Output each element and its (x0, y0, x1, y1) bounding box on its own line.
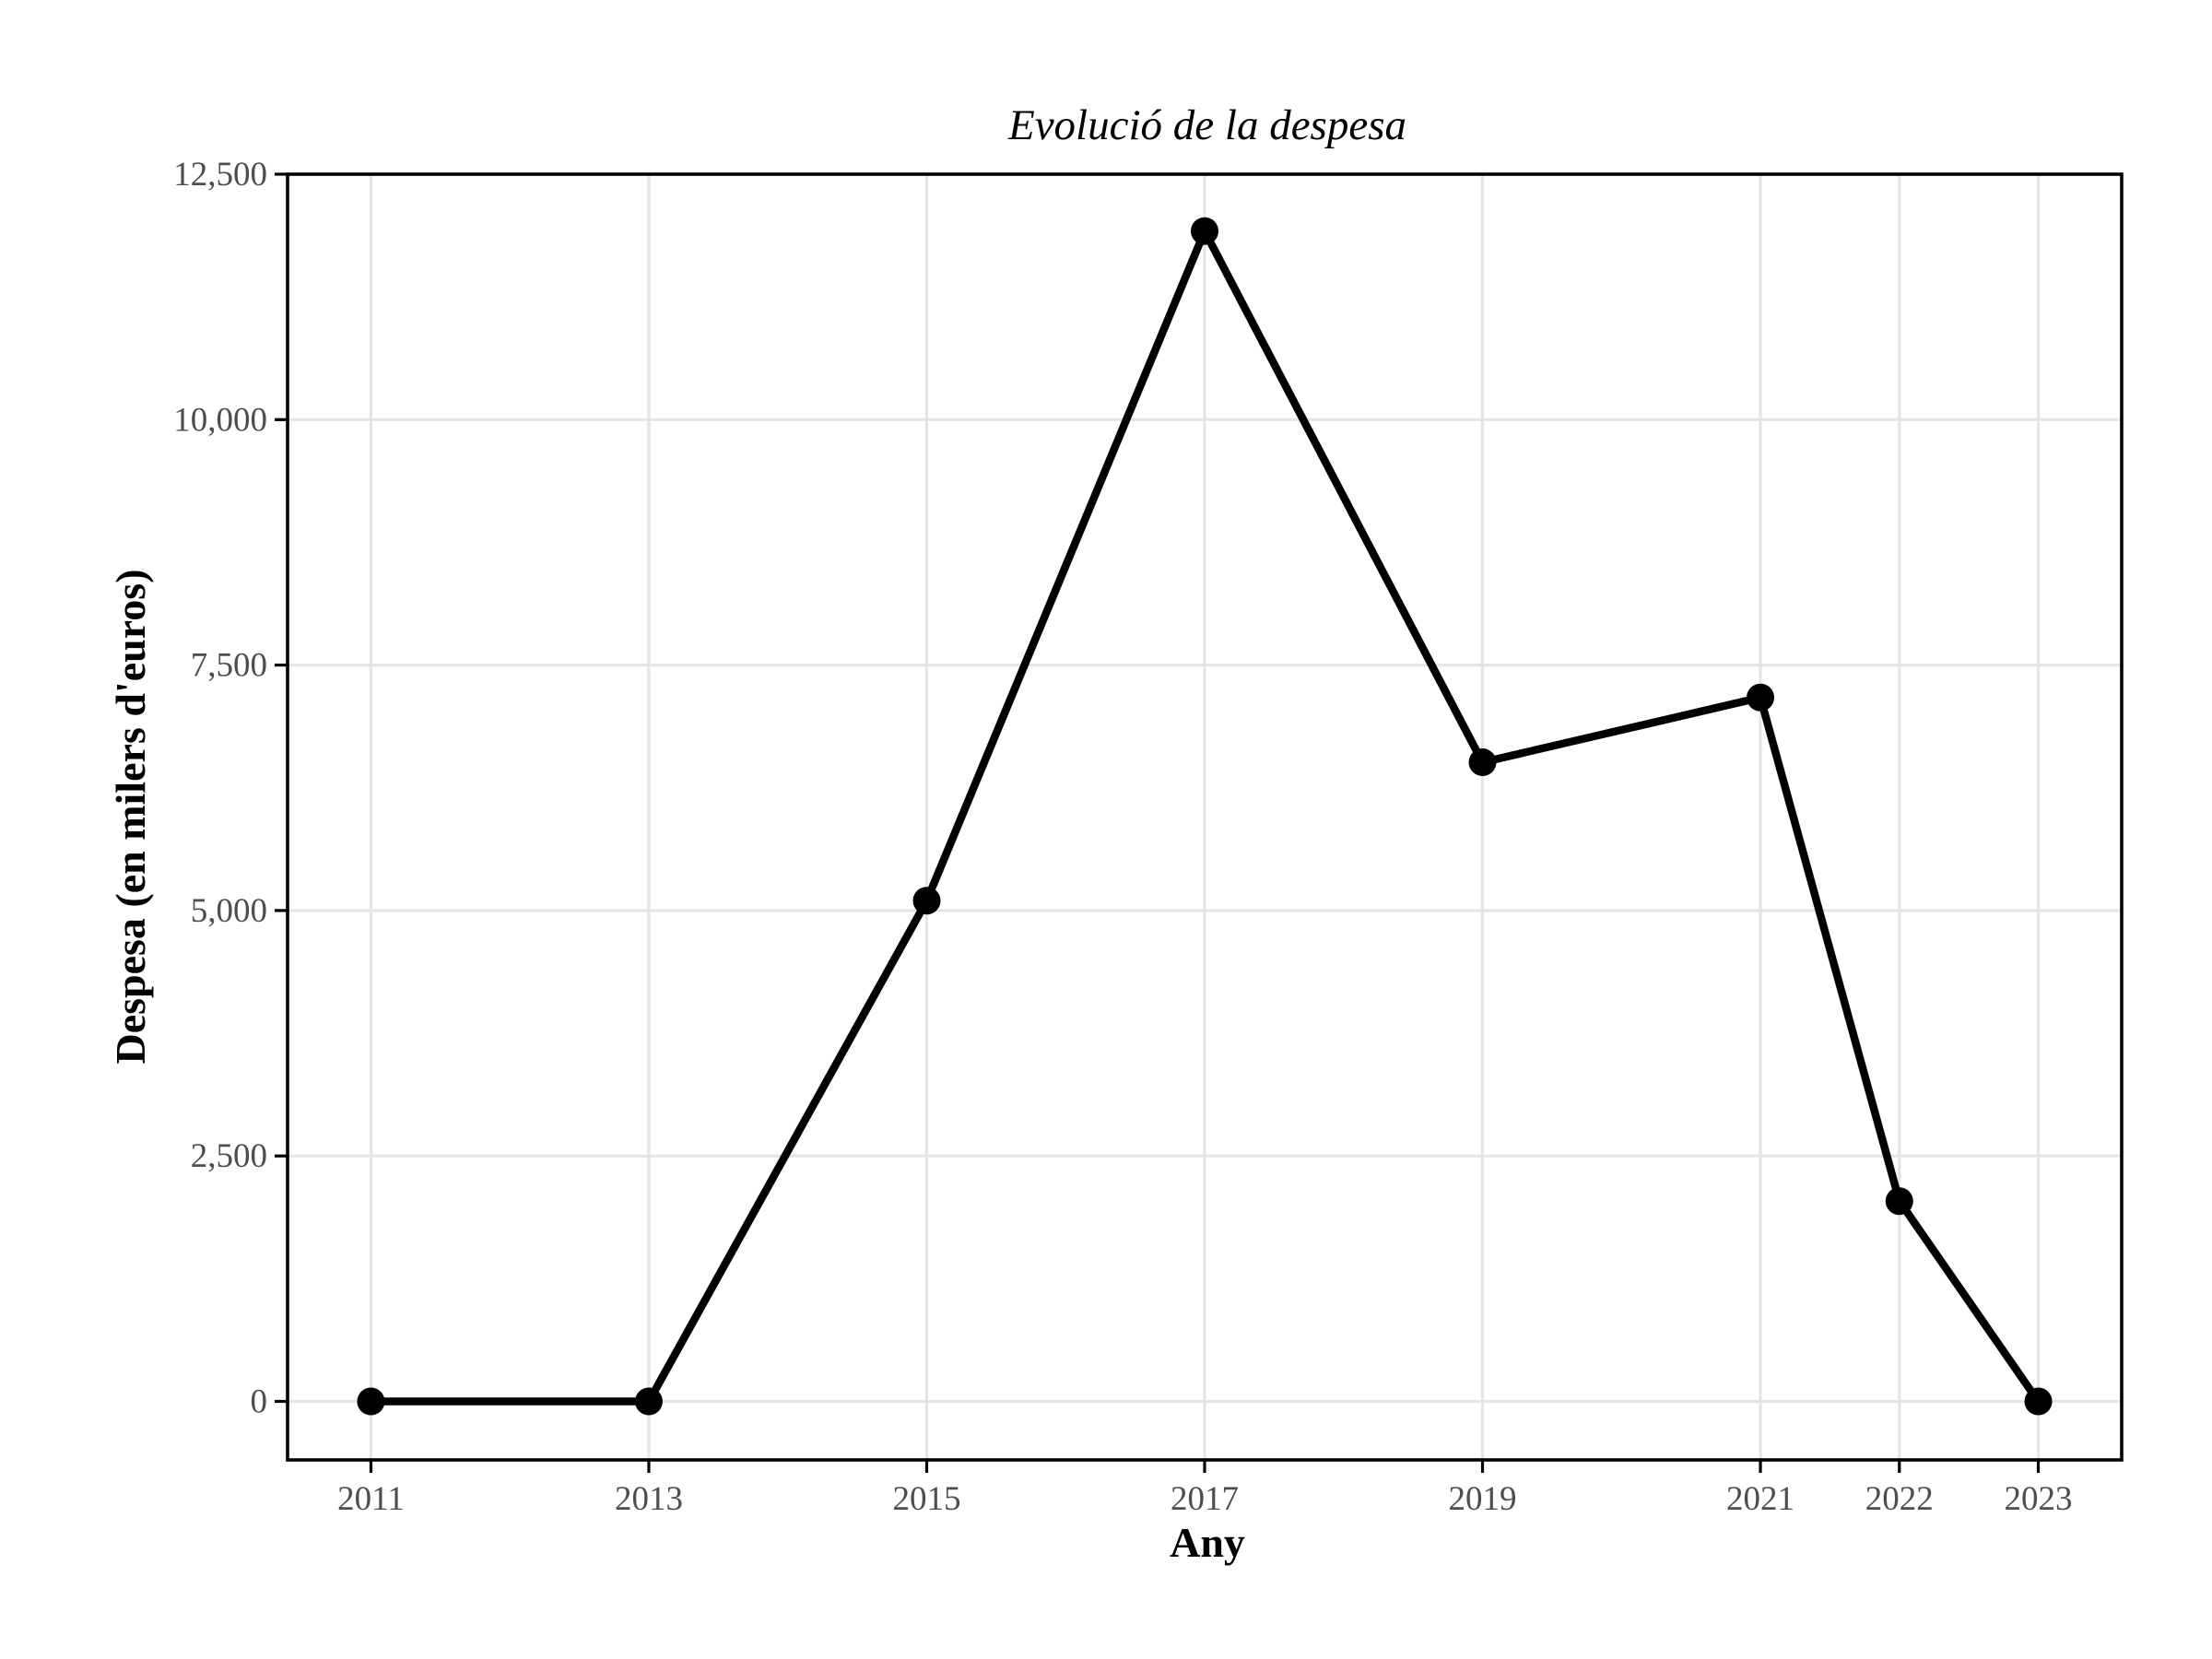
series-line (371, 227, 2041, 1406)
y-tick-label: 7,500 (191, 647, 267, 685)
chart-title: Evolució de la despesa (1007, 101, 1406, 149)
y-tick-label: 10,000 (173, 401, 267, 439)
data-point (2024, 1387, 2053, 1416)
x-axis-title: Any (1170, 1519, 1245, 1566)
x-tick-label: 2021 (1726, 1480, 1794, 1518)
data-point (634, 1387, 663, 1416)
data-point (912, 887, 941, 915)
x-tick-label: 2013 (615, 1480, 683, 1518)
data-point (1468, 748, 1497, 777)
x-tick-label: 2019 (1449, 1480, 1517, 1518)
y-tick-label: 2,500 (191, 1137, 267, 1175)
x-tick-label: 2022 (1865, 1480, 1934, 1518)
x-tick-label: 2011 (337, 1480, 405, 1518)
x-tick-label: 2023 (2005, 1480, 2073, 1518)
series-line-group (371, 227, 2041, 1406)
y-tick-label: 5,000 (191, 892, 267, 930)
data-points (357, 217, 2053, 1416)
data-point (1747, 683, 1775, 712)
y-axis: 0 2,500 5,000 7,500 10,000 12,500 (173, 156, 288, 1421)
data-point (357, 1387, 385, 1416)
y-tick-label: 0 (251, 1383, 268, 1421)
x-axis: 2011 2013 2015 2017 2019 2021 2022 2023 (337, 1460, 2073, 1518)
x-tick-label: 2017 (1171, 1480, 1239, 1518)
y-axis-title: Despesa (en milers d'euros) (107, 569, 154, 1064)
data-point (1885, 1187, 1913, 1216)
x-tick-label: 2015 (892, 1480, 960, 1518)
y-tick-label: 12,500 (173, 156, 267, 194)
data-point (1191, 217, 1218, 245)
